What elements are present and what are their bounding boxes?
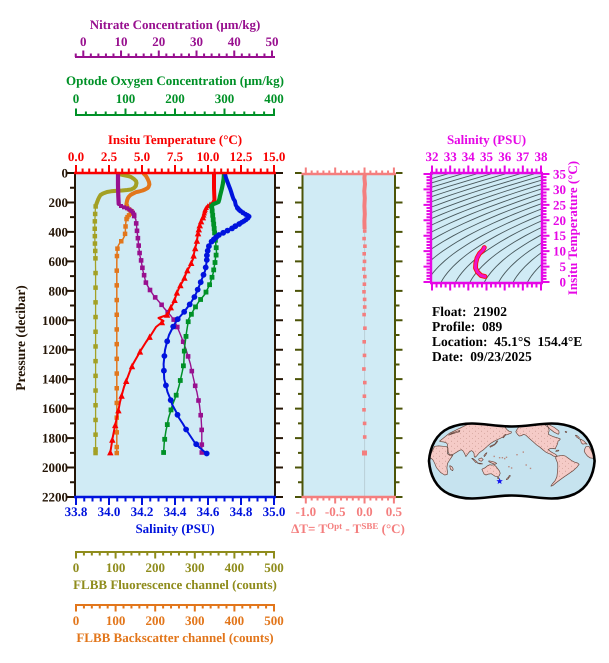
svg-text:400: 400: [225, 613, 245, 628]
svg-text:25: 25: [553, 197, 567, 212]
svg-text:34.0: 34.0: [98, 504, 121, 519]
svg-text:Optode Oxygen Concentration (μ: Optode Oxygen Concentration (μm/kg): [66, 73, 284, 88]
svg-text:30: 30: [190, 34, 203, 49]
svg-text:15.0: 15.0: [263, 149, 286, 164]
svg-text:400: 400: [49, 224, 69, 239]
svg-text:32: 32: [426, 149, 439, 164]
svg-text:33.8: 33.8: [65, 504, 88, 519]
svg-text:0: 0: [73, 560, 80, 575]
svg-text:-1.0: -1.0: [296, 504, 317, 519]
svg-text:2200: 2200: [42, 490, 68, 505]
svg-text:200: 200: [145, 560, 165, 575]
svg-text:50: 50: [266, 34, 279, 49]
svg-text:1000: 1000: [42, 313, 68, 328]
svg-text:34.6: 34.6: [197, 504, 220, 519]
svg-text:5.0: 5.0: [134, 149, 150, 164]
svg-text:15: 15: [553, 228, 567, 243]
svg-text:Insitu Temperature (°C): Insitu Temperature (°C): [565, 161, 580, 295]
svg-text:0: 0: [560, 275, 567, 290]
svg-text:10.0: 10.0: [197, 149, 220, 164]
svg-text:Insitu Temperature (°C): Insitu Temperature (°C): [108, 132, 242, 147]
svg-text:0: 0: [62, 166, 69, 181]
svg-text:0.0: 0.0: [356, 504, 372, 519]
svg-text:400: 400: [225, 560, 245, 575]
svg-text:0: 0: [80, 34, 87, 49]
svg-text:600: 600: [49, 254, 69, 269]
svg-text:Location: 45.1°S 154.4°E: Location: 45.1°S 154.4°E: [432, 334, 582, 349]
svg-text:0: 0: [73, 91, 80, 106]
svg-text:200: 200: [145, 613, 165, 628]
svg-text:100: 100: [116, 91, 136, 106]
svg-text:20: 20: [553, 213, 566, 228]
svg-text:34.2: 34.2: [131, 504, 154, 519]
svg-text:Salinity (PSU): Salinity (PSU): [447, 132, 526, 147]
svg-text:1600: 1600: [42, 401, 68, 416]
svg-text:12.5: 12.5: [230, 149, 253, 164]
svg-text:1200: 1200: [42, 342, 68, 357]
svg-text:200: 200: [49, 195, 69, 210]
svg-text:37: 37: [516, 149, 530, 164]
svg-text:400: 400: [264, 91, 284, 106]
svg-text:5: 5: [560, 259, 567, 274]
svg-text:34.8: 34.8: [230, 504, 253, 519]
svg-text:0.5: 0.5: [386, 504, 403, 519]
svg-text:0.0: 0.0: [68, 149, 84, 164]
svg-text:34: 34: [462, 149, 476, 164]
svg-text:-0.5: -0.5: [325, 504, 346, 519]
svg-text:20: 20: [152, 34, 165, 49]
svg-text:FLBB Fluorescence channel (cou: FLBB Fluorescence channel (counts): [73, 577, 277, 592]
svg-text:34.4: 34.4: [164, 504, 187, 519]
svg-text:35.0: 35.0: [263, 504, 286, 519]
svg-text:500: 500: [264, 613, 284, 628]
svg-text:500: 500: [264, 560, 284, 575]
svg-text:Pressure (decibar): Pressure (decibar): [13, 285, 28, 391]
svg-text:10: 10: [115, 34, 128, 49]
svg-text:7.5: 7.5: [167, 149, 184, 164]
svg-text:100: 100: [106, 560, 126, 575]
svg-text:33: 33: [444, 149, 458, 164]
svg-text:FLBB Backscatter channel (coun: FLBB Backscatter channel (counts): [76, 630, 273, 645]
svg-text:35: 35: [480, 149, 494, 164]
svg-text:Float: 21902: Float: 21902: [432, 304, 507, 319]
svg-text:300: 300: [215, 91, 235, 106]
svg-text:Date: 09/23/2025: Date: 09/23/2025: [432, 349, 532, 364]
svg-text:800: 800: [49, 283, 69, 298]
svg-text:10: 10: [553, 244, 566, 259]
svg-text:Profile: 089: Profile: 089: [432, 319, 502, 334]
svg-text:Salinity (PSU): Salinity (PSU): [135, 521, 214, 536]
svg-text:2.5: 2.5: [101, 149, 118, 164]
svg-text:1400: 1400: [42, 372, 68, 387]
svg-text:30: 30: [553, 182, 566, 197]
svg-text:ΔT= TOpt - TSBE (°C): ΔT= TOpt - TSBE (°C): [291, 521, 405, 536]
svg-text:0: 0: [73, 613, 80, 628]
svg-text:40: 40: [228, 34, 241, 49]
svg-text:100: 100: [106, 613, 126, 628]
svg-text:Nitrate Concentration (μm/kg): Nitrate Concentration (μm/kg): [90, 17, 261, 32]
svg-text:2000: 2000: [42, 460, 68, 475]
svg-text:36: 36: [498, 149, 512, 164]
svg-text:38: 38: [535, 149, 549, 164]
svg-text:200: 200: [165, 91, 185, 106]
svg-text:1800: 1800: [42, 431, 68, 446]
svg-text:300: 300: [185, 560, 205, 575]
svg-text:35: 35: [553, 167, 567, 182]
svg-text:300: 300: [185, 613, 205, 628]
